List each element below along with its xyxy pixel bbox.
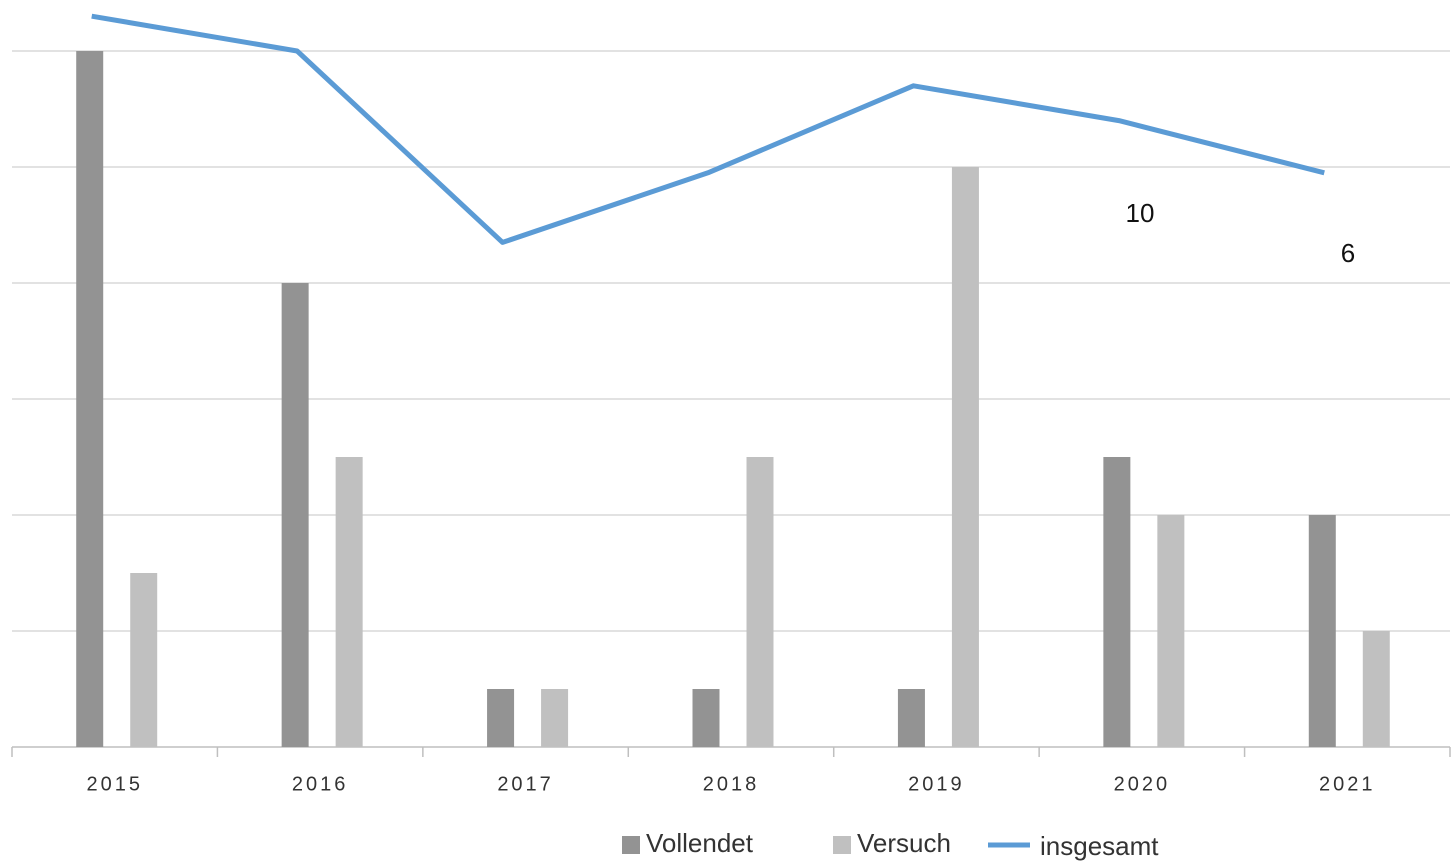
legend-swatch [622,836,640,854]
bar [541,689,569,747]
bar [1157,515,1185,747]
x-tick-label: 2015 [86,773,143,795]
bar [692,689,720,747]
bar [746,457,774,747]
legend-label: insgesamt [1040,831,1159,861]
annotation: 10 [1126,198,1155,228]
bar [951,167,979,747]
bar [335,457,363,747]
bar [1362,631,1390,747]
bar [76,51,104,747]
x-tick-label: 2016 [292,773,349,795]
bar [130,573,158,747]
x-tick-label: 2019 [908,773,965,795]
x-tick-label: 2017 [497,773,554,795]
line [91,13,1325,245]
bar [487,689,515,747]
legend-label: Vollendet [646,828,754,858]
bar [897,689,925,747]
legend-swatch [833,836,851,854]
x-tick-label: 2020 [1114,773,1171,795]
bar [281,283,309,747]
x-tick-label: 2018 [703,773,760,795]
bar [1308,515,1336,747]
x-tick-label: 2021 [1319,773,1376,795]
legend-label: Versuch [857,828,951,858]
bar [1103,457,1131,747]
annotation: 6 [1341,238,1355,268]
